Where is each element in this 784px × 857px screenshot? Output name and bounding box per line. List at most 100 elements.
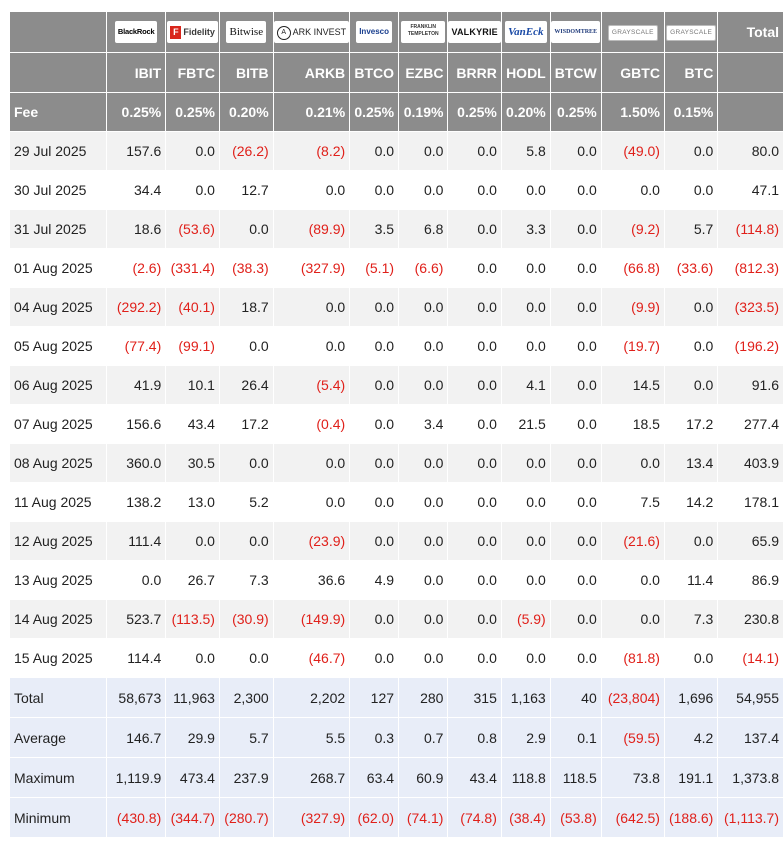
stat-cell: 191.1 [663,757,719,798]
stat-cell: 5.5 [272,717,351,758]
flow-cell: (2.6) [106,248,167,288]
fee-arkb: 0.21% [272,92,351,132]
bitwise-logo-icon: Bitwise [226,21,267,43]
flow-cell: 5.8 [500,131,551,171]
stat-cell: 11,963 [165,677,220,718]
ticker-row: IBIT FBTC BITB ARKB BTCO EZBC BRRR HODL BTCW GBTC… [8,52,784,93]
stat-cell: (23,804) [600,677,665,718]
flow-cell: 114.4 [106,638,167,678]
valkyrie-logo-icon: VALKYRIE [448,21,501,43]
flow-cell: (5.4) [272,365,351,405]
franklin-templeton-logo-icon: FRANKLIN TEMPLETON [401,21,446,43]
flow-cell: 0.0 [165,131,220,171]
flow-cell: 360.0 [106,443,167,483]
flow-cell: 36.6 [272,560,351,600]
flow-cell: 523.7 [106,599,167,639]
flow-cell: 0.0 [600,443,665,483]
logo-cell-grayscale-btc: GRAYSCALE [663,11,719,53]
flow-cell: 0.0 [549,209,602,249]
stat-label: Average [8,717,108,758]
etf-flow-table: BlackRock F Fidelity Bitwise A ARK INVEST … [8,11,784,838]
row-date: 29 Jul 2025 [8,131,108,171]
flow-cell: 26.7 [165,560,220,600]
row-total: 86.9 [717,560,784,600]
stat-cell: 43.4 [447,757,502,798]
flow-cell: 18.5 [600,404,665,444]
flow-cell: 0.0 [549,521,602,561]
ticker-btcw: BTCW [549,52,602,93]
flow-cell: 17.2 [218,404,274,444]
flow-cell: 0.0 [165,521,220,561]
flow-cell: 0.0 [349,482,400,522]
flow-cell: 0.0 [549,482,602,522]
logo-cell-vaneck: VanEck [500,11,551,53]
flow-cell: 0.0 [500,248,551,288]
table-row: 12 Aug 2025 111.4 0.0 0.0 (23.9) 0.0 0.0 0.0 0.0… [8,521,784,561]
fee-ibit: 0.25% [106,92,167,132]
ticker-btc: BTC [663,52,719,93]
flow-cell: 0.0 [447,638,502,678]
fee-btcw: 0.25% [549,92,602,132]
stat-cell: 2.9 [500,717,551,758]
table-row: 01 Aug 2025 (2.6) (331.4) (38.3) (327.9) (5.1… [8,248,784,288]
flow-cell: 0.0 [447,326,502,366]
stat-cell: 40 [549,677,602,718]
logo-cell-wisdomtree: WISDOMTREE [549,11,602,53]
stat-cell: (62.0) [349,797,400,838]
table-row: 08 Aug 2025 360.0 30.5 0.0 0.0 0.0 0.0 0.0 0.0 0.… [8,443,784,483]
stat-label: Total [8,677,108,718]
flow-cell: 0.0 [272,482,351,522]
flow-cell: 0.0 [349,170,400,210]
flow-cell: 0.0 [272,170,351,210]
flow-cell: 0.0 [447,443,502,483]
ticker-arkb: ARKB [272,52,351,93]
stat-cell: 118.8 [500,757,551,798]
stat-cell: 146.7 [106,717,167,758]
table-row: 29 Jul 2025 157.6 0.0 (26.2) (8.2) 0.0 0.0 0.0 5… [8,131,784,171]
flow-cell: (46.7) [272,638,351,678]
logo-cell-invesco: Invesco [349,11,400,53]
grayscale-logo-icon: GRAYSCALE [666,24,717,41]
flow-cell: (53.6) [165,209,220,249]
flow-cell: 0.0 [663,326,719,366]
flow-cell: 138.2 [106,482,167,522]
flow-cell: 0.0 [549,248,602,288]
stat-cell: (74.8) [447,797,502,838]
stat-cell: 0.3 [349,717,400,758]
table-row: 04 Aug 2025 (292.2) (40.1) 18.7 0.0 0.0 0.0 0.0… [8,287,784,327]
flow-cell: (26.2) [218,131,274,171]
flow-cell: 0.0 [398,443,449,483]
flow-cell: (66.8) [600,248,665,288]
row-date: 13 Aug 2025 [8,560,108,600]
vaneck-logo-icon: VanEck [505,21,547,43]
logo-cell-valkyrie: VALKYRIE [447,11,502,53]
flow-cell: 0.0 [447,482,502,522]
flow-cell: 11.4 [663,560,719,600]
logo-row: BlackRock F Fidelity Bitwise A ARK INVEST … [8,11,784,53]
logo-cell-grayscale-gbtc: GRAYSCALE [600,11,665,53]
logo-cell-fidelity: F Fidelity [165,11,220,53]
flow-cell: 0.0 [398,482,449,522]
flow-cell: 0.0 [447,248,502,288]
row-total: 277.4 [717,404,784,444]
stat-cell: 118.5 [549,757,602,798]
flow-cell: (21.6) [600,521,665,561]
flow-cell: 0.0 [398,326,449,366]
flow-cell: 0.0 [349,599,400,639]
row-total: 230.8 [717,599,784,639]
flow-cell: 0.0 [500,326,551,366]
flow-cell: 0.0 [272,287,351,327]
stat-cell: (38.4) [500,797,551,838]
flow-cell: 0.0 [447,521,502,561]
flow-cell: 41.9 [106,365,167,405]
row-total: (196.2) [717,326,784,366]
flow-cell: 0.0 [349,638,400,678]
ticker-fbtc: FBTC [165,52,220,93]
flow-cell: 43.4 [165,404,220,444]
stat-cell: 60.9 [398,757,449,798]
stat-cell: 73.8 [600,757,665,798]
wisdomtree-logo-icon: WISDOMTREE [551,21,601,43]
flow-cell: 0.0 [663,170,719,210]
stat-cell: (53.8) [549,797,602,838]
stat-total: 1,373.8 [717,757,784,798]
